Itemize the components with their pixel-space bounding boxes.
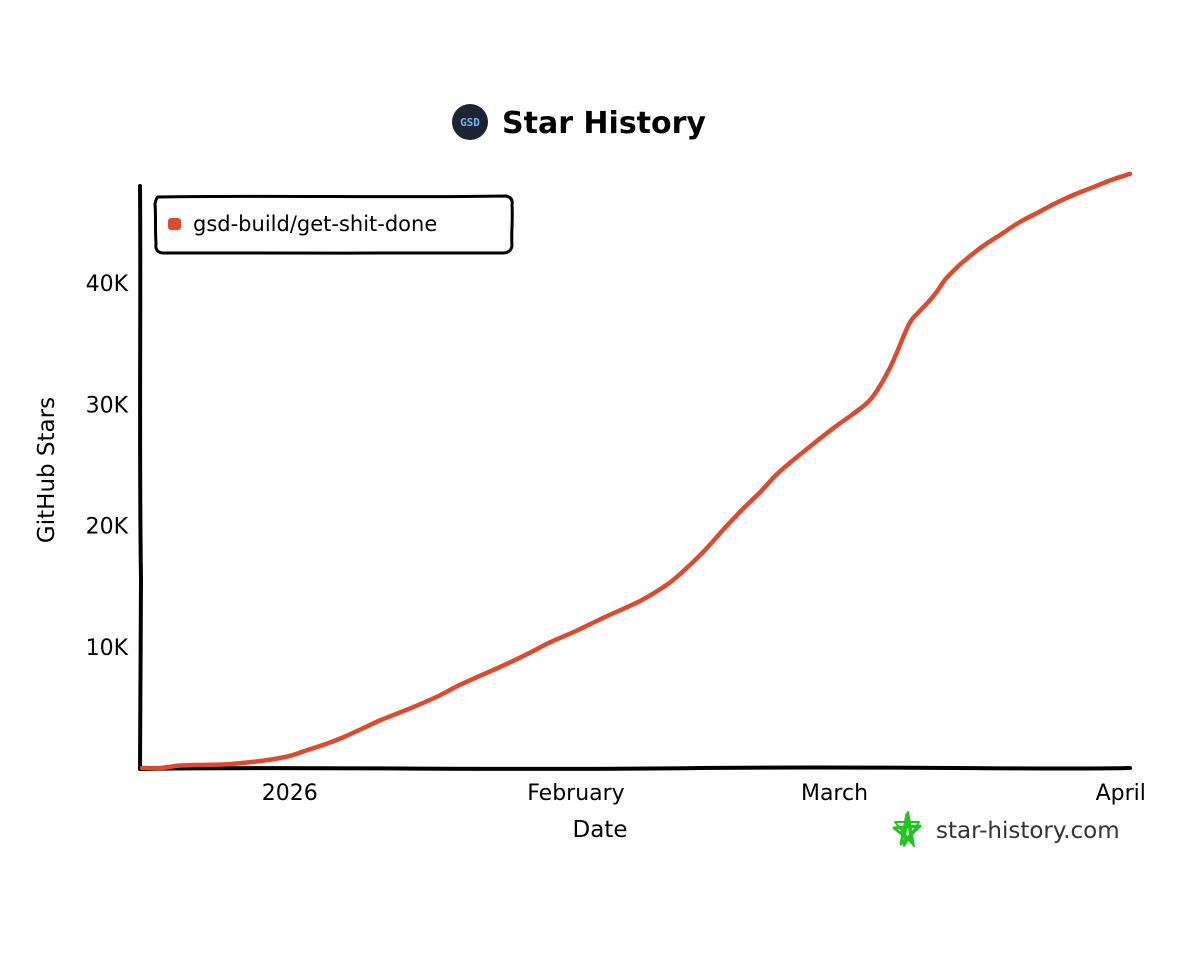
x-tick-label-march: March <box>801 781 868 806</box>
star-history-logo-icon <box>892 811 922 847</box>
series-line-gsd-build-get-shit-done <box>139 171 1133 771</box>
x-tick-label-2026: 2026 <box>262 781 318 806</box>
chart-title-group: GSD Star History <box>452 104 706 141</box>
x-tick-label-april: April <box>1096 781 1146 806</box>
x-axis-line <box>138 765 1132 771</box>
watermark: star-history.com <box>892 811 1120 847</box>
y-axis-label: GitHub Stars <box>34 397 60 543</box>
y-tick-label-20k: 20K <box>86 515 129 540</box>
legend-box <box>153 194 514 255</box>
legend: gsd-build/get-shit-done <box>153 194 514 255</box>
y-tick-label-30k: 30K <box>86 393 129 418</box>
x-tick-group: 2026 February March April <box>262 781 1146 806</box>
y-tick-label-10k: 10K <box>86 636 129 661</box>
repo-logo-text: GSD <box>460 116 480 129</box>
x-axis-label: Date <box>573 817 628 843</box>
y-axis-line <box>138 184 144 771</box>
legend-swatch <box>168 218 181 230</box>
series-points-group <box>140 172 1132 770</box>
legend-label: gsd-build/get-shit-done <box>193 212 437 236</box>
y-tick-group: 10K 20K 30K 40K <box>86 272 129 661</box>
watermark-text: star-history.com <box>936 818 1120 844</box>
repo-logo-icon: GSD <box>452 104 488 140</box>
chart-title: Star History <box>502 106 706 141</box>
x-tick-label-february: February <box>527 781 625 806</box>
y-tick-label-40k: 40K <box>86 272 129 297</box>
